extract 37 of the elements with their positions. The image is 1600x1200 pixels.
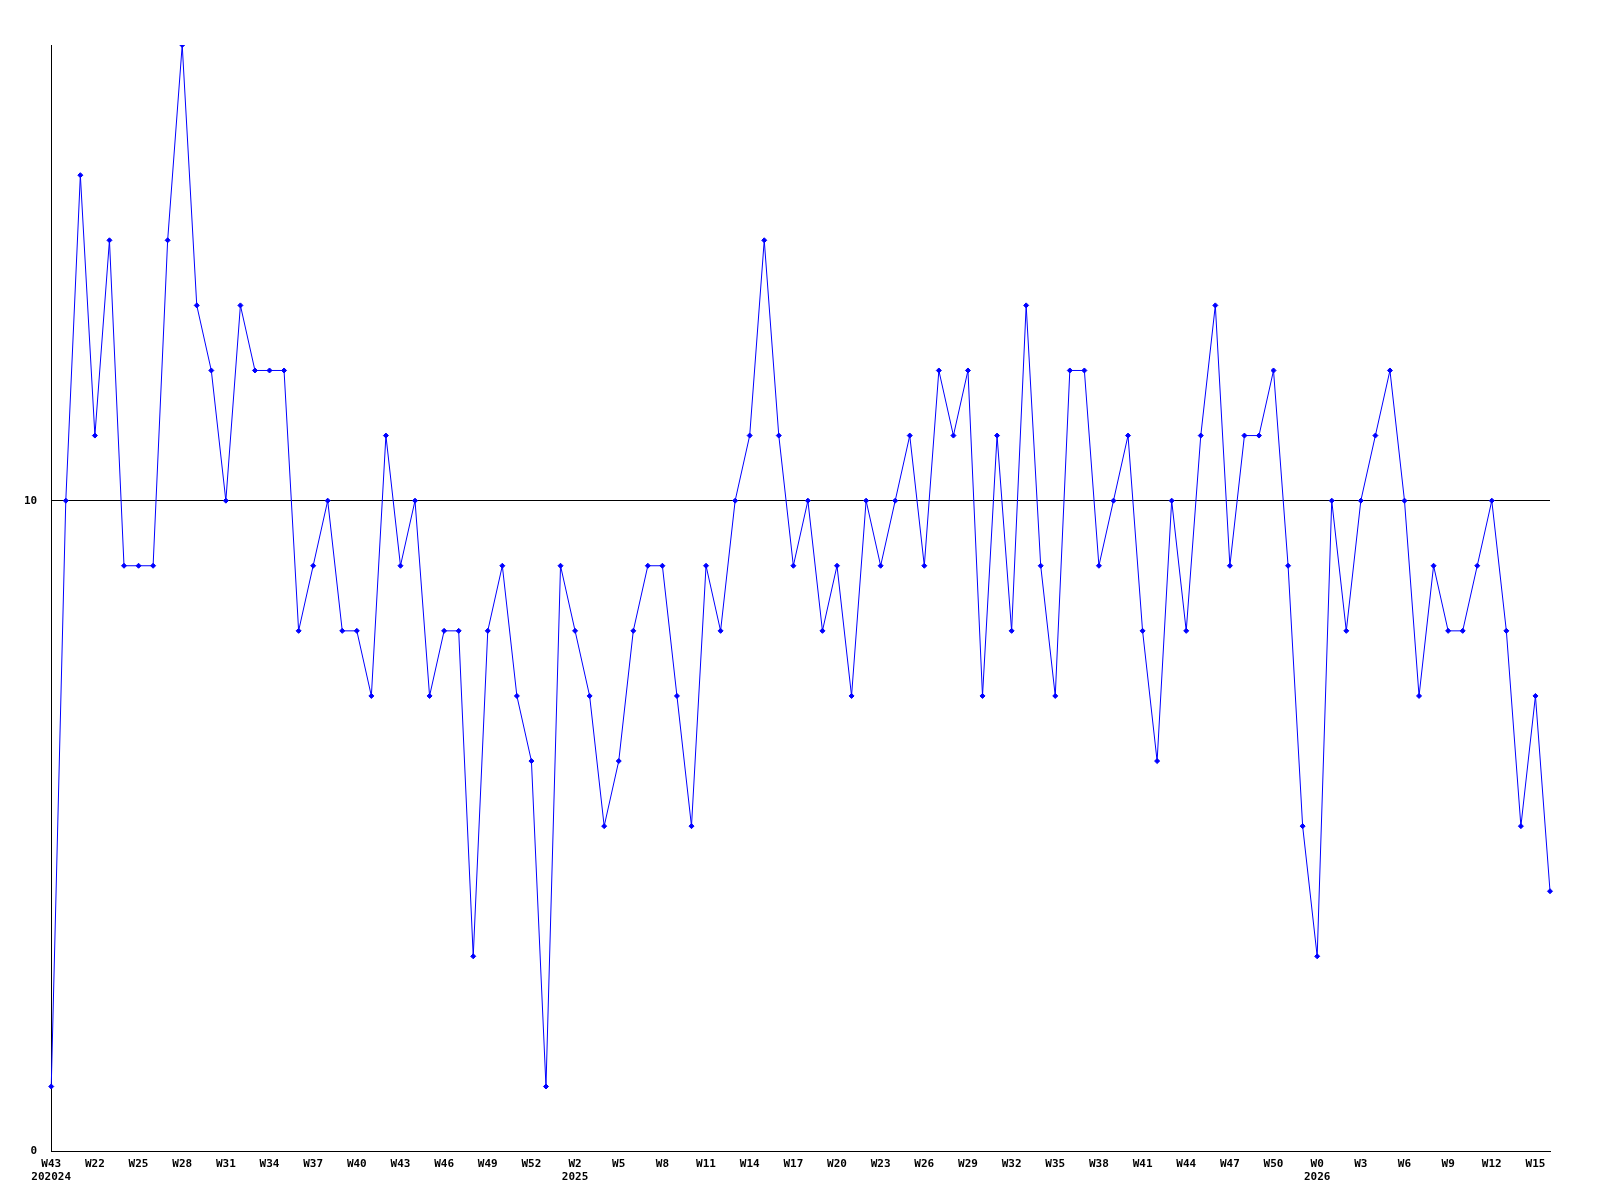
x-tick-label: W26 [914,1157,935,1171]
x-tick-label: W6 [1397,1157,1412,1171]
x-tick-label: W46 [434,1157,455,1171]
x-tick-label: W34 [259,1157,280,1171]
x-tick-label: W44 [1176,1157,1197,1171]
x-tick-label: W38 [1088,1157,1109,1171]
x-tick-label: W47 [1219,1157,1240,1171]
x-tick-label: W35 [1045,1157,1066,1171]
x-tick-label: W15 [1525,1157,1546,1171]
y-tick-label: 0 [30,1144,38,1158]
x-tick-label: W52 [521,1157,542,1171]
x-tick-label: W20 [827,1157,847,1171]
x-tick-label: W31 [215,1157,237,1171]
x-tick-label: W25 [128,1157,149,1171]
x-tick-label: W22 [84,1157,105,1171]
x-tick-label: W32 [1001,1157,1022,1171]
x-tick-label: W43 202024 [31,1157,72,1184]
x-tick-label: W3 [1354,1157,1368,1171]
x-tick-label: W2 2025 [561,1157,589,1184]
x-tick-label: W29 [958,1157,978,1171]
x-tick-label: W11 [696,1157,717,1171]
x-tick-label: W14 [739,1157,760,1171]
x-tick-label: W8 [655,1157,670,1171]
x-tick-label: W0 2026 [1303,1157,1331,1184]
x-tick-label: W28 [172,1157,193,1171]
x-tick-label: W50 [1263,1157,1284,1171]
x-tick-label: W40 [346,1157,367,1171]
x-tick-label: W49 [477,1157,498,1171]
x-tick-label: W23 [870,1157,891,1171]
y-tick-label: 10 [24,493,38,507]
x-tick-label: W17 [783,1157,804,1171]
x-tick-label: W43 [390,1157,411,1171]
x-tick-label: W41 [1132,1157,1153,1171]
x-tick-label: W5 [612,1157,626,1171]
x-tick-label: W12 [1481,1157,1502,1171]
x-tick-label: W9 [1441,1157,1455,1171]
x-tick-label: W37 [303,1157,324,1171]
